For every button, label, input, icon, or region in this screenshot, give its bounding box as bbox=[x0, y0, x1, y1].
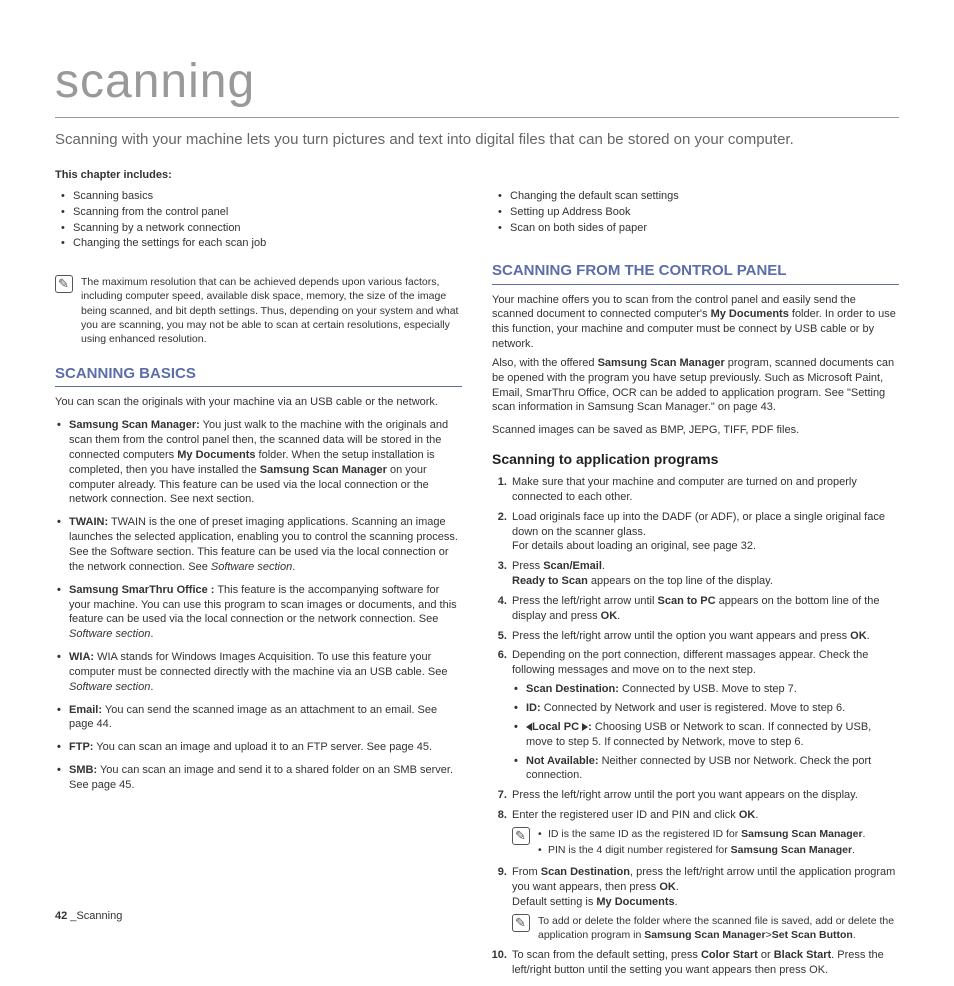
chapter-includes-label: This chapter includes: bbox=[55, 168, 899, 183]
bullet-item: FTP: You can scan an image and upload it… bbox=[69, 740, 462, 755]
sub-item: Scan Destination: Connected by USB. Move… bbox=[526, 682, 899, 697]
toc-item: Scanning by a network connection bbox=[73, 221, 462, 236]
step: To scan from the default setting, press … bbox=[510, 948, 899, 978]
note-text: The maximum resolution that can be achie… bbox=[81, 275, 462, 346]
note-resolution: The maximum resolution that can be achie… bbox=[55, 275, 462, 346]
bullet-item: SMB: You can scan an image and send it t… bbox=[69, 763, 462, 793]
footer-section: Scanning bbox=[76, 910, 122, 922]
steps-list: Make sure that your machine and computer… bbox=[492, 475, 899, 978]
step: Press the left/right arrow until the opt… bbox=[510, 629, 899, 644]
note-line: PIN is the 4 digit number registered for… bbox=[548, 843, 865, 857]
toc-item: Scan on both sides of paper bbox=[510, 221, 899, 236]
cp-para1: Your machine offers you to scan from the… bbox=[492, 293, 899, 352]
step: From Scan Destination, press the left/ri… bbox=[510, 865, 899, 942]
right-column: SCANNING FROM THE CONTROL PANEL Your mac… bbox=[492, 261, 899, 986]
toc-item: Scanning basics bbox=[73, 189, 462, 204]
toc-item: Changing the default scan settings bbox=[510, 189, 899, 204]
toc-item: Setting up Address Book bbox=[510, 205, 899, 220]
heading-control-panel: SCANNING FROM THE CONTROL PANEL bbox=[492, 261, 899, 284]
cp-para3: Scanned images can be saved as BMP, JEPG… bbox=[492, 423, 899, 438]
step: Enter the registered user ID and PIN and… bbox=[510, 808, 899, 859]
bullet-item: TWAIN: TWAIN is the one of preset imagin… bbox=[69, 515, 462, 574]
toc-left: Scanning basics Scanning from the contro… bbox=[55, 189, 462, 251]
step8-note: ID is the same ID as the registered ID f… bbox=[512, 827, 899, 859]
sub-item: Not Available: Neither connected by USB … bbox=[526, 754, 899, 784]
step: Press Scan/Email.Ready to Scan appears o… bbox=[510, 559, 899, 589]
sub-item: ID: Connected by Network and user is reg… bbox=[526, 701, 899, 716]
page-title: scanning bbox=[55, 50, 899, 118]
note-line: ID is the same ID as the registered ID f… bbox=[548, 827, 865, 841]
bullet-item: WIA: WIA stands for Windows Images Acqui… bbox=[69, 650, 462, 695]
step: Press the left/right arrow until Scan to… bbox=[510, 594, 899, 624]
bullet-item: Email: You can send the scanned image as… bbox=[69, 703, 462, 733]
step: Make sure that your machine and computer… bbox=[510, 475, 899, 505]
toc-columns: Scanning basics Scanning from the contro… bbox=[55, 189, 899, 261]
note-icon bbox=[55, 275, 73, 293]
cp-para2: Also, with the offered Samsung Scan Mana… bbox=[492, 356, 899, 415]
toc-right: Changing the default scan settings Setti… bbox=[492, 189, 899, 236]
toc-item: Changing the settings for each scan job bbox=[73, 236, 462, 251]
page-footer: 42 _Scanning bbox=[55, 909, 122, 924]
step: Depending on the port connection, differ… bbox=[510, 648, 899, 783]
step9-note: To add or delete the folder where the sc… bbox=[512, 914, 899, 942]
basics-intro: You can scan the originals with your mac… bbox=[55, 395, 462, 410]
step: Press the left/right arrow until the por… bbox=[510, 788, 899, 803]
note-icon bbox=[512, 827, 530, 845]
sub-item: Local PC : Choosing USB or Network to sc… bbox=[526, 720, 899, 750]
basics-bullets: Samsung Scan Manager: You just walk to t… bbox=[55, 418, 462, 793]
heading-scan-apps: Scanning to application programs bbox=[492, 450, 899, 469]
left-column: The maximum resolution that can be achie… bbox=[55, 261, 462, 986]
body-columns: The maximum resolution that can be achie… bbox=[55, 261, 899, 986]
heading-scanning-basics: SCANNING BASICS bbox=[55, 364, 462, 387]
page-number: 42 bbox=[55, 910, 67, 922]
page-subtitle: Scanning with your machine lets you turn… bbox=[55, 130, 899, 150]
step: Load originals face up into the DADF (or… bbox=[510, 510, 899, 555]
step6-sublist: Scan Destination: Connected by USB. Move… bbox=[512, 682, 899, 783]
bullet-item: Samsung SmarThru Office : This feature i… bbox=[69, 583, 462, 642]
bullet-item: Samsung Scan Manager: You just walk to t… bbox=[69, 418, 462, 507]
note-icon bbox=[512, 914, 530, 932]
toc-item: Scanning from the control panel bbox=[73, 205, 462, 220]
